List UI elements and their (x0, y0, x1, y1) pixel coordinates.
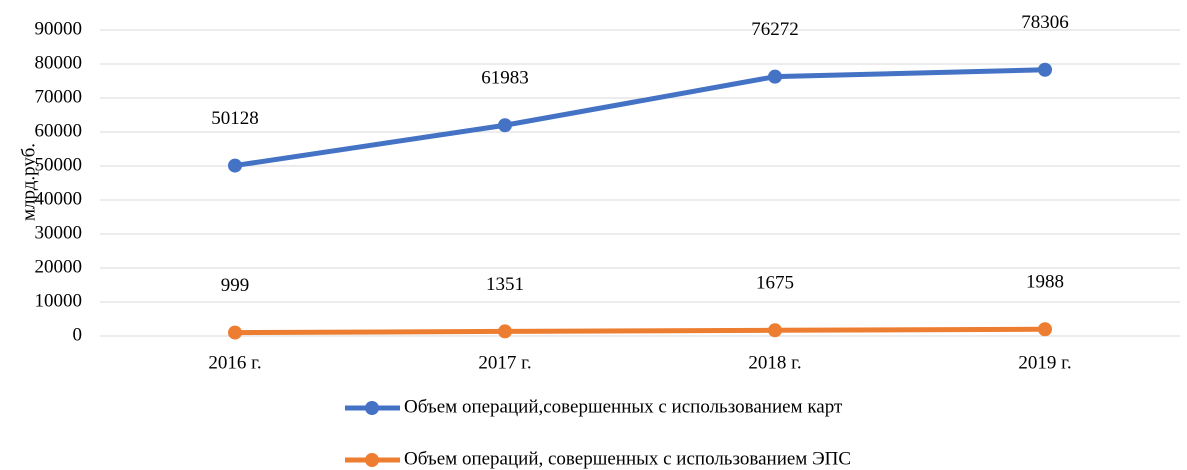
x-tick-label: 2017 г. (478, 352, 531, 373)
y-tick-label: 30000 (35, 222, 83, 243)
y-tick-label: 20000 (35, 256, 83, 277)
series-line (234, 67, 1046, 169)
y-tick-label: 50000 (35, 154, 83, 175)
y-axis-label: млрд.руб. (18, 143, 39, 221)
data-label: 999 (221, 275, 250, 296)
y-tick-label: 60000 (35, 120, 83, 141)
x-tick-label: 2018 г. (748, 352, 801, 373)
legend-marker (365, 453, 379, 467)
y-tick-label: 10000 (35, 290, 83, 311)
data-label: 76272 (751, 19, 799, 40)
point (768, 323, 782, 338)
point (1038, 322, 1052, 337)
point (228, 325, 242, 340)
legend-label: Объем операций,совершенных с использован… (404, 396, 843, 417)
data-label: 78306 (1021, 12, 1069, 33)
y-tick-label: 90000 (35, 18, 83, 39)
point (768, 69, 782, 84)
point (498, 324, 512, 339)
y-tick-label: 80000 (35, 52, 83, 73)
data-label: 1351 (486, 274, 524, 295)
y-tick-label: 40000 (35, 188, 83, 209)
data-label: 61983 (481, 68, 529, 89)
point (228, 158, 242, 173)
x-tick-label: 2016 г. (208, 352, 261, 373)
point (1038, 62, 1052, 77)
legend-label: Объем операций, совершенных с использова… (404, 448, 851, 469)
x-tick-label: 2019 г. (1018, 352, 1071, 373)
data-label: 50128 (211, 108, 259, 129)
point (498, 118, 512, 133)
legend-marker (365, 401, 379, 415)
data-label: 1988 (1026, 272, 1064, 293)
y-tick-label: 0 (73, 324, 83, 345)
y-tick-label: 70000 (35, 86, 83, 107)
data-label: 1675 (756, 273, 794, 294)
series-line (234, 326, 1046, 336)
